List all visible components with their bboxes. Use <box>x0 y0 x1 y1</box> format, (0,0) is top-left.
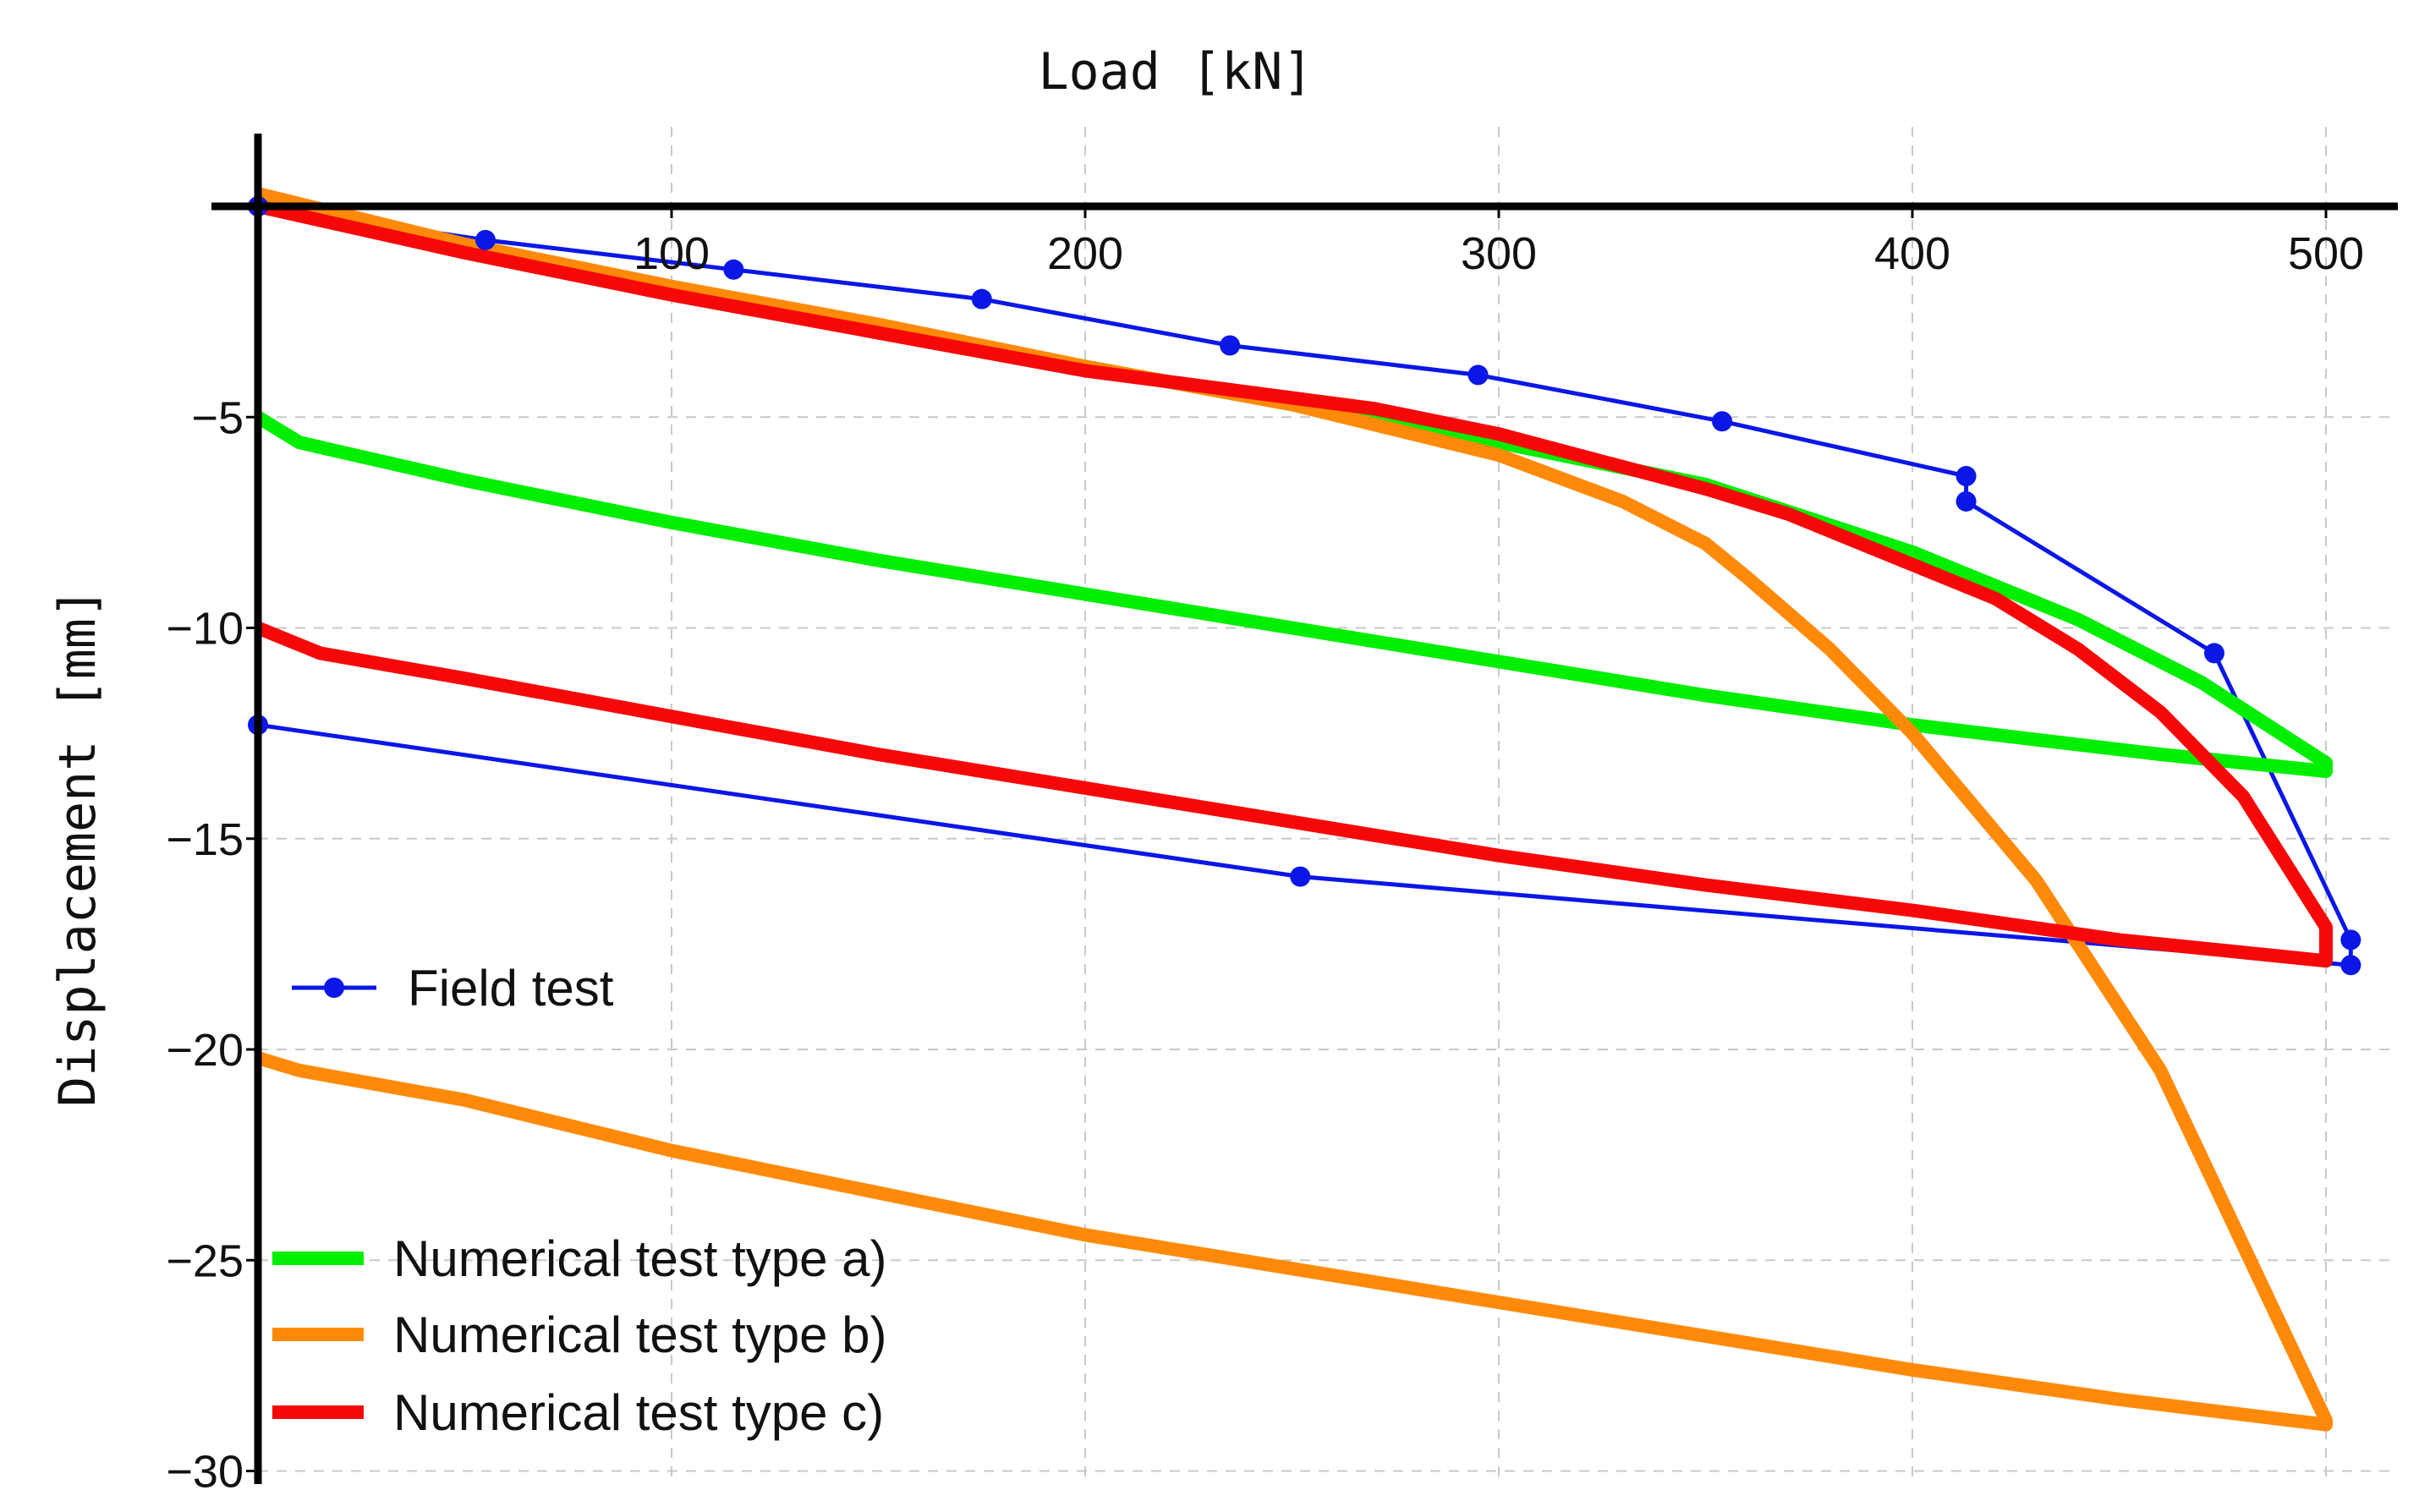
data-point <box>1290 866 1311 887</box>
legend-label: Field test <box>408 960 614 1016</box>
data-point <box>1220 335 1241 356</box>
axes <box>211 134 2398 1484</box>
data-point <box>971 288 992 310</box>
x-tick-label: 500 <box>2288 228 2364 279</box>
data-point <box>723 259 744 280</box>
x-tick-label: 300 <box>1461 228 1537 279</box>
data-point <box>1467 364 1489 386</box>
y-axis-label: Displacement [mm] <box>48 588 107 1107</box>
x-tick-label: 400 <box>1874 228 1950 279</box>
y-tick-label: −30 <box>166 1447 244 1498</box>
series-layer <box>248 187 2361 1432</box>
legend-label: Numerical test type a) <box>393 1230 887 1287</box>
series-line-numerical-3 <box>255 200 2333 968</box>
data-point <box>2340 955 2361 976</box>
data-point <box>1955 490 1977 512</box>
data-point <box>2340 929 2361 950</box>
y-tick-label: −20 <box>166 1025 244 1076</box>
grid <box>258 127 2398 1484</box>
legend-label: Numerical test type b) <box>393 1307 887 1363</box>
x-axis-label: Load [kN] <box>1038 42 1313 101</box>
legend: Field test Numerical test type a) Numerica… <box>272 960 887 1441</box>
data-point <box>1955 466 1977 487</box>
legend-label: Numerical test type c) <box>393 1384 884 1441</box>
data-point <box>474 229 496 250</box>
y-tick-label: −10 <box>166 604 244 655</box>
legend-marker <box>324 978 344 998</box>
y-tick-label: −25 <box>166 1235 244 1286</box>
x-tick-label: 200 <box>1047 228 1123 279</box>
data-point <box>2203 643 2224 664</box>
y-tick-label: −5 <box>191 392 244 443</box>
data-point <box>1712 411 1733 432</box>
y-tick-label: −15 <box>166 814 244 865</box>
x-tick-label: 100 <box>634 228 710 279</box>
tick-labels: 100 200 300 400 500 −5 −10 −15 −20 −25 −30 <box>166 228 2364 1498</box>
